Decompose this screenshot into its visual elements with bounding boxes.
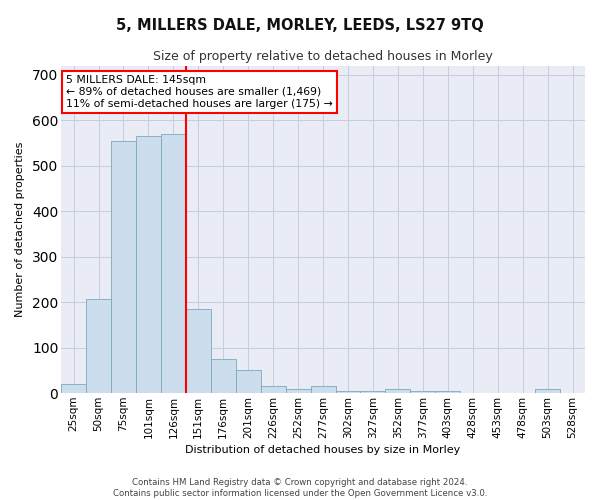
Bar: [385, 388, 410, 393]
Bar: [335, 391, 361, 393]
Bar: [161, 134, 186, 393]
Bar: [136, 136, 161, 393]
Bar: [236, 370, 260, 393]
Bar: [535, 388, 560, 393]
Bar: [211, 359, 236, 393]
X-axis label: Distribution of detached houses by size in Morley: Distribution of detached houses by size …: [185, 445, 461, 455]
Text: Contains HM Land Registry data © Crown copyright and database right 2024.
Contai: Contains HM Land Registry data © Crown c…: [113, 478, 487, 498]
Bar: [286, 388, 311, 393]
Bar: [61, 384, 86, 393]
Bar: [311, 386, 335, 393]
Bar: [410, 391, 436, 393]
Title: Size of property relative to detached houses in Morley: Size of property relative to detached ho…: [153, 50, 493, 63]
Bar: [86, 299, 111, 393]
Text: 5, MILLERS DALE, MORLEY, LEEDS, LS27 9TQ: 5, MILLERS DALE, MORLEY, LEEDS, LS27 9TQ: [116, 18, 484, 32]
Bar: [436, 391, 460, 393]
Bar: [186, 309, 211, 393]
Y-axis label: Number of detached properties: Number of detached properties: [15, 142, 25, 317]
Bar: [111, 140, 136, 393]
Bar: [361, 391, 385, 393]
Text: 5 MILLERS DALE: 145sqm
← 89% of detached houses are smaller (1,469)
11% of semi-: 5 MILLERS DALE: 145sqm ← 89% of detached…: [67, 76, 333, 108]
Bar: [260, 386, 286, 393]
